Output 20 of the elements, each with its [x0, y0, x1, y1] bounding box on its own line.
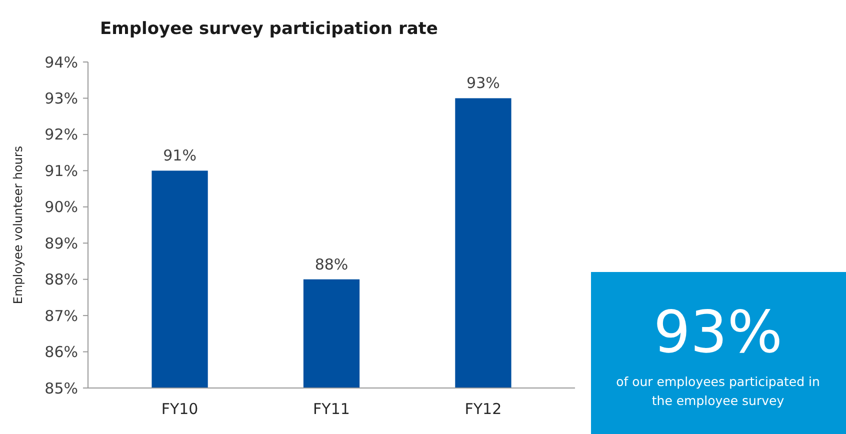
chart-title: Employee survey participation rate	[100, 19, 438, 39]
y-tick-label: 86%	[44, 343, 78, 362]
y-tick-label: 94%	[44, 53, 78, 72]
y-tick-label: 93%	[44, 89, 78, 108]
data-label: 88%	[314, 255, 348, 274]
text: 93%	[654, 298, 782, 366]
x-tick-label: FY12	[464, 400, 502, 418]
x-tick-label: FY10	[161, 400, 198, 418]
y-tick-label: 90%	[44, 198, 78, 216]
text: of our employees participated in the employee survey	[616, 374, 820, 408]
y-tick-label: 91%	[44, 162, 78, 180]
y-tick-label: 89%	[44, 234, 78, 252]
y-tick-label: 85%	[44, 379, 78, 398]
y-tick-label: 87%	[44, 306, 78, 325]
data-label: 91%	[163, 146, 196, 165]
y-tick-label: 88%	[44, 270, 78, 289]
x-tick-label: FY11	[313, 400, 350, 418]
y-tick-label: 92%	[44, 126, 78, 144]
data-label: 93%	[466, 74, 500, 92]
y-axis-title: Employee volunteer hours	[11, 146, 25, 304]
